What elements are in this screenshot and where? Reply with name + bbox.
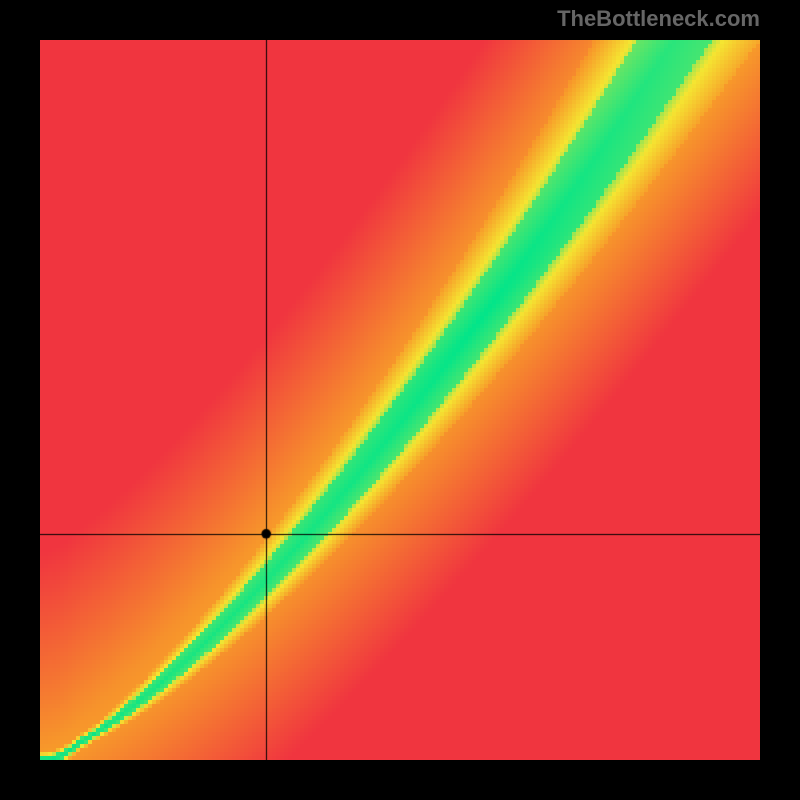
chart-container: TheBottleneck.com <box>0 0 800 800</box>
crosshair-overlay <box>0 0 800 800</box>
